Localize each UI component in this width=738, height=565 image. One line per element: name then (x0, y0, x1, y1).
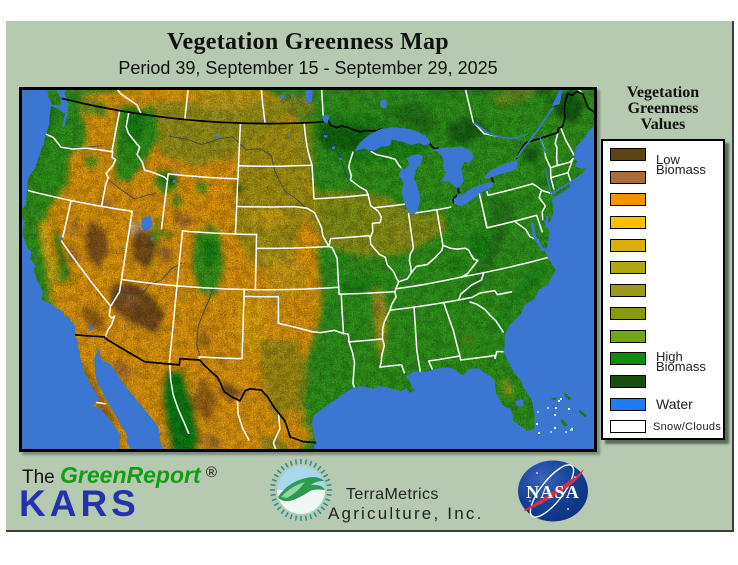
svg-text:NASA: NASA (526, 482, 580, 502)
